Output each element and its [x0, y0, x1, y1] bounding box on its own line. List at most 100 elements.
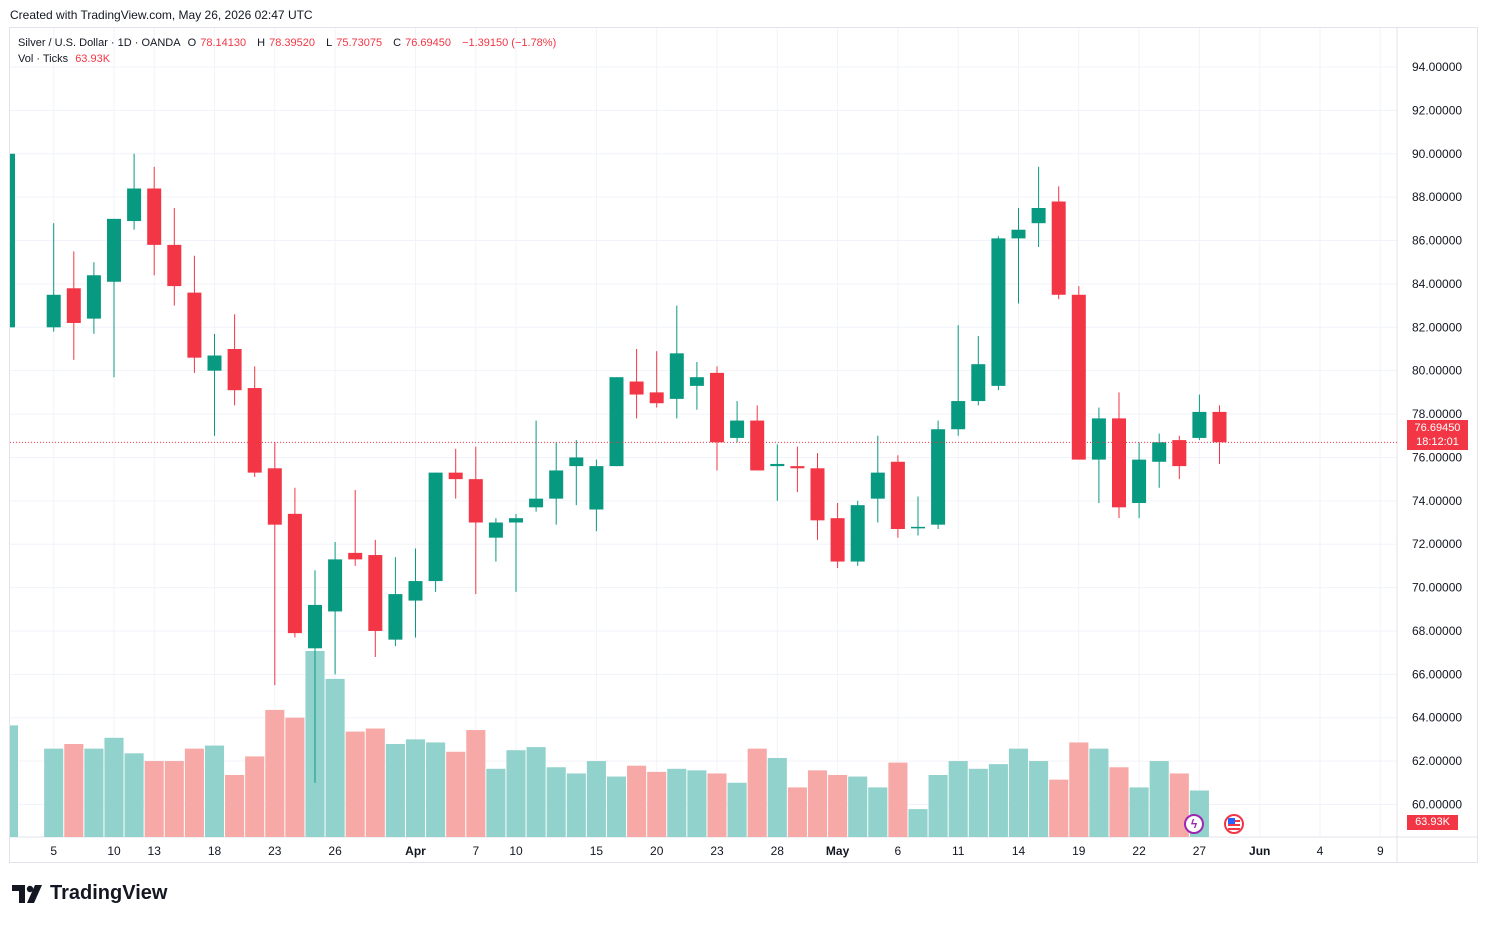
volume-bar	[405, 739, 426, 837]
candle-body	[569, 457, 584, 467]
candle-body	[207, 355, 222, 371]
volume-bar	[1049, 779, 1069, 837]
close-value: 76.69450	[405, 37, 451, 49]
open-value: 78.14130	[200, 37, 247, 49]
volume-bar	[506, 750, 526, 837]
volume-bar	[164, 761, 184, 837]
chart-legend: Silver / U.S. Dollar · 1D · OANDA O 78.14…	[18, 35, 560, 67]
volume-bar	[707, 773, 727, 837]
candle-body	[488, 522, 503, 538]
price-tick-label: 62.00000	[1412, 754, 1462, 768]
candle-body	[107, 218, 121, 282]
time-tick-label: 10	[509, 844, 523, 858]
volume-bar	[365, 728, 385, 837]
volume-bar	[184, 748, 204, 837]
time-tick-label: 14	[1012, 844, 1026, 858]
bar-countdown: 18:12:01	[1416, 436, 1459, 448]
open-label: O	[187, 37, 197, 49]
candle-body	[529, 498, 544, 508]
candle-body	[428, 472, 443, 582]
volume-bar	[787, 787, 807, 837]
volume-bar	[727, 782, 747, 837]
volume-bar	[1008, 748, 1029, 837]
time-tick-label: May	[826, 844, 850, 858]
volume-bar	[466, 730, 486, 837]
candle-body	[629, 381, 644, 395]
legend-symbol: Silver / U.S. Dollar · 1D · OANDA	[18, 37, 181, 49]
time-tick-label: 6	[895, 844, 902, 858]
volume-bar	[888, 762, 908, 837]
price-tick-label: 78.00000	[1412, 407, 1462, 421]
volume-bar	[747, 748, 767, 837]
volume-bar	[44, 748, 64, 837]
volume-bar	[667, 768, 687, 837]
time-tick-label: 10	[107, 844, 121, 858]
candle-body	[609, 377, 624, 467]
time-tick-label: 23	[710, 844, 724, 858]
candle-body	[1192, 411, 1207, 438]
candle-body	[10, 153, 15, 328]
volume-bar	[285, 717, 305, 837]
volume-bar	[1029, 761, 1049, 837]
close-label: C	[393, 37, 402, 49]
candle-body	[1152, 442, 1167, 462]
volume-bar	[144, 761, 164, 837]
tradingview-logo[interactable]: TradingView	[12, 882, 167, 905]
price-tick-label: 70.00000	[1412, 581, 1462, 595]
candle-body	[167, 244, 182, 287]
volume-bar	[586, 761, 606, 837]
price-axis: 94.00000 92.00000 90.00000 88.00000 86.00000…	[1412, 60, 1462, 811]
chart-frame	[9, 27, 1478, 863]
volume-bar	[807, 770, 828, 837]
candle-body	[408, 581, 423, 601]
us-flag-icon[interactable]	[1224, 814, 1244, 834]
candle-body	[951, 401, 966, 430]
candle-body	[66, 288, 81, 323]
volume-bar	[446, 751, 466, 837]
created-with-text: Created with TradingView.com, May 26, 20…	[10, 8, 313, 22]
candle-body	[890, 461, 905, 530]
volume-bar	[64, 744, 84, 837]
candle-body	[328, 559, 343, 612]
volume-bar	[265, 709, 285, 837]
high-label: H	[257, 37, 266, 49]
time-axis: 5 10 13 18 23 26 Apr 7 10 15 20 23 28 May 6 11 14 19 22 27 J…	[50, 844, 1384, 858]
volume-bar	[968, 768, 988, 837]
time-tick-label: 23	[268, 844, 282, 858]
candle-body	[750, 420, 765, 471]
price-tick-label: 94.00000	[1412, 60, 1462, 74]
time-tick-label: Jun	[1249, 844, 1270, 858]
volume-bar	[245, 756, 265, 837]
candle-body	[468, 479, 483, 523]
last-price-value: 76.69450	[1414, 422, 1461, 434]
candle-body	[1071, 294, 1086, 460]
time-tick-label: 5	[50, 844, 57, 858]
candle-body	[308, 604, 322, 649]
volume-bar	[828, 775, 848, 837]
candle-body	[1212, 411, 1227, 443]
candle-body	[971, 364, 986, 402]
price-tick-label: 60.00000	[1412, 797, 1462, 811]
candle-body	[730, 420, 745, 438]
volume-bar	[426, 742, 446, 837]
change-value: −1.39150 (−1.78%)	[462, 37, 557, 49]
last-price-tag: 76.69450 18:12:01	[1407, 420, 1468, 450]
price-tick-label: 84.00000	[1412, 277, 1462, 291]
candle-body	[589, 466, 604, 510]
time-tick-label: 13	[148, 844, 162, 858]
volume-bar	[1129, 787, 1149, 837]
volume-bar	[204, 745, 225, 837]
price-tick-label: 76.00000	[1412, 450, 1462, 464]
volume-bar	[385, 744, 405, 837]
volume-bar	[908, 809, 928, 837]
time-tick-label: 19	[1072, 844, 1086, 858]
candle-body	[991, 238, 1006, 386]
price-tick-label: 74.00000	[1412, 494, 1462, 508]
candle-body	[1031, 208, 1046, 224]
volume-bar	[1069, 742, 1089, 837]
lightning-icon[interactable]: ϟ	[1184, 814, 1204, 834]
candle-body	[227, 348, 242, 391]
grid-lines	[10, 28, 1478, 863]
candle-body	[1172, 440, 1187, 467]
